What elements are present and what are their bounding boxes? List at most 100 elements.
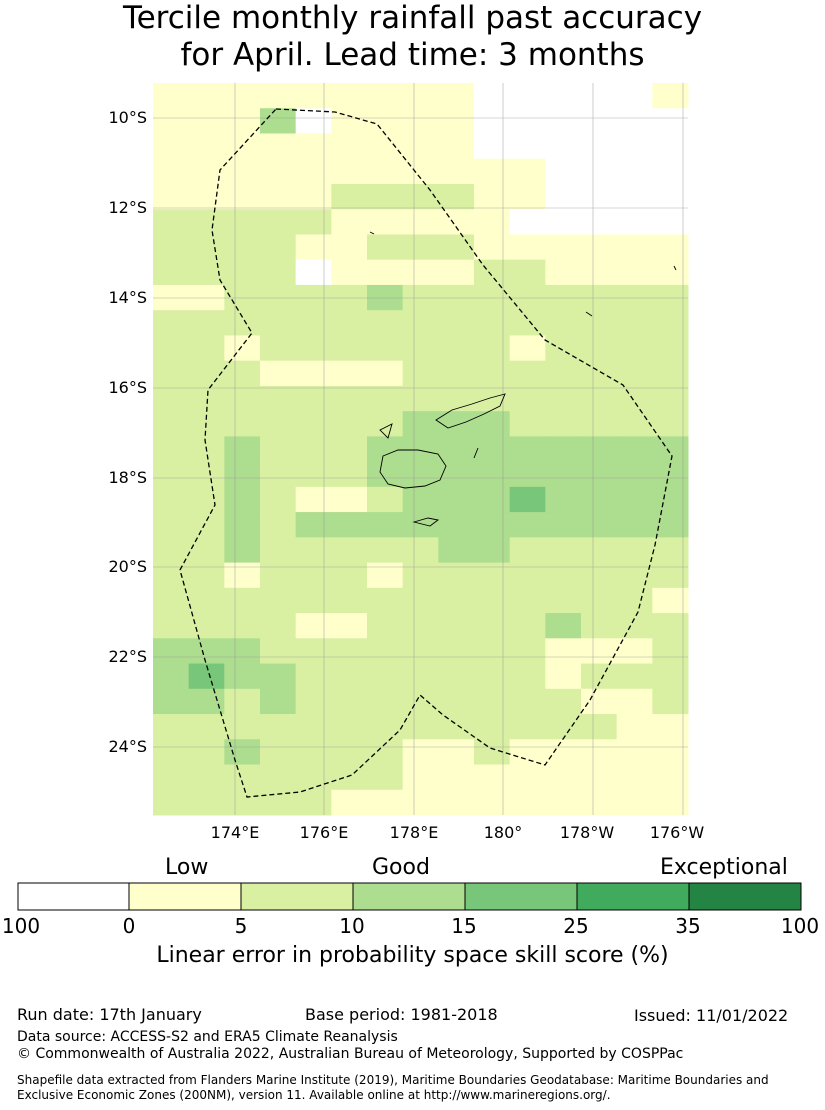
colorbar-tick: 25 — [563, 914, 589, 938]
skill-cell — [509, 739, 546, 766]
skill-cell — [581, 108, 618, 134]
skill-cell — [367, 663, 404, 690]
lat-label: 20°S — [108, 557, 147, 576]
skill-cell — [402, 360, 439, 387]
skill-cell — [474, 562, 511, 589]
skill-cell — [474, 461, 511, 488]
skill-cell — [652, 587, 689, 614]
skill-cell — [188, 764, 225, 791]
skill-cell — [581, 234, 618, 261]
skill-cell — [545, 436, 582, 463]
skill-cell — [295, 83, 332, 109]
skill-cell — [224, 613, 261, 639]
skill-cell — [652, 486, 689, 513]
skill-cell — [616, 108, 653, 134]
title-line-2: for April. Lead time: 3 months — [180, 37, 645, 73]
skill-cell — [224, 385, 261, 412]
skill-cell — [295, 133, 332, 160]
skill-cell — [545, 411, 582, 437]
skill-cell — [652, 739, 689, 766]
skill-cell — [474, 789, 511, 816]
skill-cell — [402, 562, 439, 589]
skill-cell — [367, 587, 404, 614]
skill-cell — [545, 663, 582, 690]
skill-cell — [295, 209, 332, 235]
skill-cell — [153, 486, 190, 513]
skill-cell — [474, 688, 511, 715]
skill-cell — [438, 638, 475, 665]
lat-label: 14°S — [108, 288, 147, 307]
skill-cell — [260, 158, 297, 185]
skill-cell — [474, 385, 511, 412]
skill-cell — [581, 537, 618, 564]
skill-cell — [224, 259, 261, 286]
skill-cell — [295, 587, 332, 614]
skill-cell — [402, 436, 439, 463]
skill-cell — [509, 663, 546, 690]
skill-cell — [509, 335, 546, 362]
skill-cell — [581, 436, 618, 463]
skill-cell — [581, 739, 618, 766]
skill-cell — [224, 537, 261, 564]
skill-cell — [652, 663, 689, 690]
skill-cell — [402, 133, 439, 160]
skill-cell — [260, 335, 297, 362]
skill-cell — [367, 638, 404, 665]
skill-cell — [402, 789, 439, 816]
skill-cell — [545, 83, 582, 109]
colorbar-tick: 5 — [234, 914, 248, 938]
skill-cell — [153, 385, 190, 412]
skill-cell — [224, 310, 261, 336]
eez-boundary — [179, 108, 673, 798]
skill-cell — [545, 613, 582, 639]
skill-cell — [438, 209, 475, 235]
map-title: Tercile monthly rainfall past accuracy f… — [0, 0, 825, 74]
skill-cell — [616, 360, 653, 387]
skill-cell — [295, 234, 332, 261]
skill-cell — [260, 739, 297, 766]
skill-cell — [295, 739, 332, 766]
skill-cell — [188, 638, 225, 665]
skill-cell — [153, 310, 190, 336]
skill-cell — [438, 587, 475, 614]
skill-cell — [367, 83, 404, 109]
skill-cell — [616, 789, 653, 816]
skill-cell — [438, 259, 475, 286]
skill-cell — [188, 537, 225, 564]
skill-cell — [402, 259, 439, 286]
skill-cell — [545, 688, 582, 715]
skill-cell — [474, 259, 511, 286]
colorbar-tick: 15 — [451, 914, 477, 938]
colorbar-segment — [352, 882, 466, 911]
skill-cell — [545, 108, 582, 134]
skill-cell — [153, 461, 190, 488]
skill-cell — [153, 158, 190, 185]
skill-cell — [474, 613, 511, 639]
skill-cell — [616, 209, 653, 235]
skill-cell — [295, 537, 332, 564]
skill-cell — [616, 411, 653, 437]
skill-cell — [153, 83, 190, 109]
skill-cell — [581, 209, 618, 235]
skill-cell — [438, 789, 475, 816]
skill-cell — [652, 310, 689, 336]
skill-cell — [188, 360, 225, 387]
skill-cell — [367, 486, 404, 513]
skill-cell — [652, 259, 689, 286]
skill-cell — [438, 764, 475, 791]
skill-cell — [616, 133, 653, 160]
skill-cell — [188, 789, 225, 816]
band-label-low: Low — [165, 855, 209, 880]
data-source: Data source: ACCESS-S2 and ERA5 Climate … — [17, 1029, 398, 1045]
skill-cell — [616, 739, 653, 766]
skill-cell — [331, 83, 368, 109]
skill-cell — [153, 663, 190, 690]
skill-cell — [402, 638, 439, 665]
skill-cell — [224, 587, 261, 614]
skill-cell — [438, 158, 475, 185]
skill-cell — [367, 360, 404, 387]
lat-label: 10°S — [108, 108, 147, 127]
skill-cell — [438, 335, 475, 362]
skill-cell — [260, 209, 297, 235]
skill-cell — [295, 411, 332, 437]
